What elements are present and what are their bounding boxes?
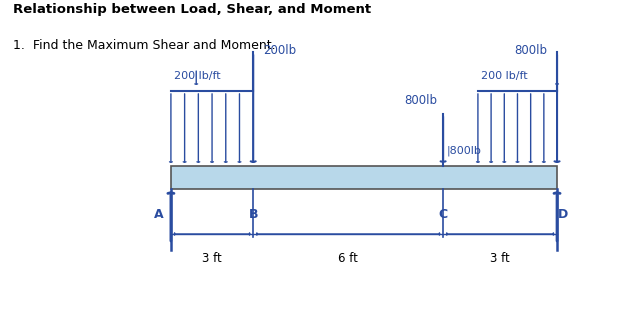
Text: A: A — [153, 208, 163, 221]
Text: 800lb: 800lb — [404, 94, 437, 107]
Text: 6 ft: 6 ft — [338, 252, 358, 265]
Text: 200lb: 200lb — [263, 44, 296, 57]
Text: 200 lb/ft: 200 lb/ft — [174, 72, 221, 81]
Text: C: C — [439, 208, 448, 221]
Text: Relationship between Load, Shear, and Moment: Relationship between Load, Shear, and Mo… — [13, 3, 371, 16]
Text: 1.  Find the Maximum Shear and Moment.: 1. Find the Maximum Shear and Moment. — [13, 39, 275, 52]
Text: B: B — [248, 208, 258, 221]
Text: 200 lb/ft: 200 lb/ft — [481, 72, 528, 81]
Text: |800lb: |800lb — [446, 146, 481, 156]
Bar — [171, 166, 557, 188]
Text: 800lb: 800lb — [515, 44, 548, 57]
Text: 3 ft: 3 ft — [202, 252, 222, 265]
Text: 3 ft: 3 ft — [490, 252, 510, 265]
Text: D: D — [558, 208, 568, 221]
